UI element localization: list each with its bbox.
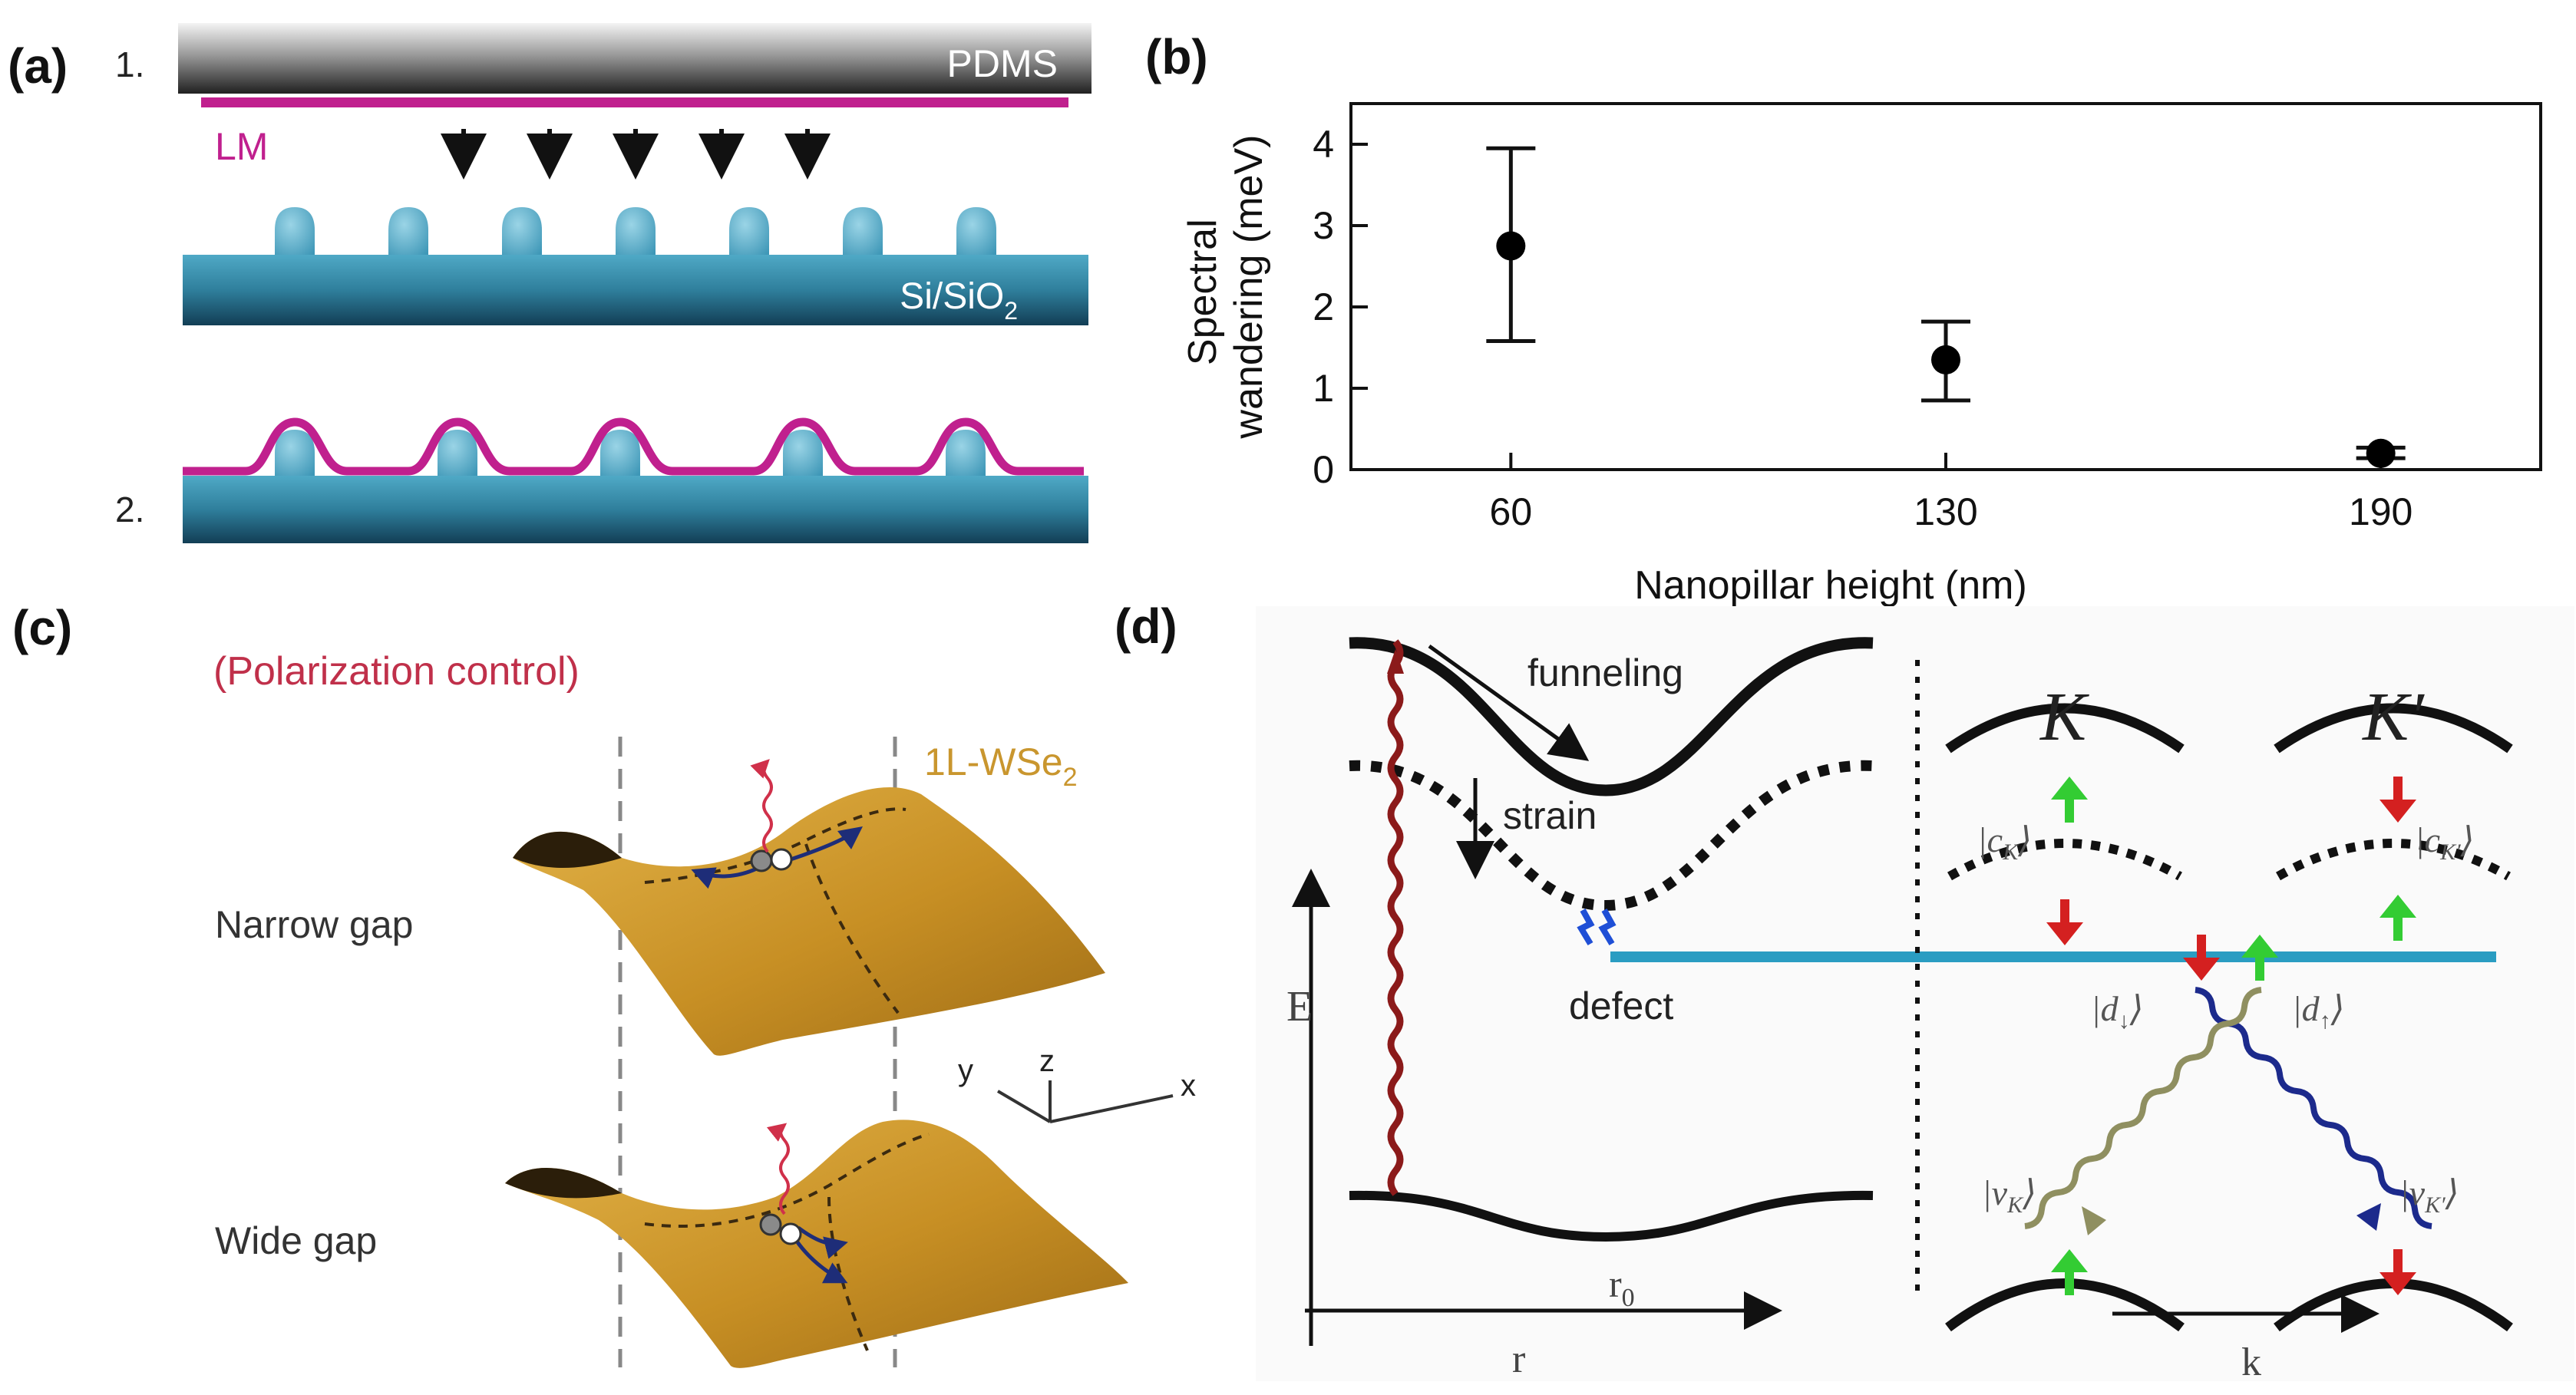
funneling-arrow (1428, 644, 1590, 761)
pillars-step-2 (275, 430, 986, 477)
panel-a: (a) 1. PDMS LM Si/SiO2 2. (8, 23, 1091, 543)
panel-c-label: (c) (12, 600, 72, 655)
pillars-step-1 (275, 207, 996, 257)
ket-d-down: |d↓⟩ (2091, 989, 2144, 1034)
y-tick-label: 4 (1313, 123, 1334, 166)
wide-gap-surface (505, 1120, 1128, 1368)
pdms-block (178, 23, 1091, 94)
data-point (1496, 231, 1526, 261)
y-tick-label: 2 (1313, 285, 1334, 328)
narrow-gap-label: Narrow gap (215, 903, 413, 946)
ket-vK: |vK⟩ (1982, 1173, 2036, 1218)
x-axis-label: Nanopillar height (nm) (1634, 563, 2027, 608)
spin-arrows (2046, 777, 2416, 1295)
pdms-label: PDMS (947, 42, 1058, 85)
lm-layer (201, 97, 1068, 107)
substrate-label: Si/SiO2 (900, 276, 1018, 325)
valley-Kp-label: K′ (2361, 679, 2425, 755)
ket-cK: |cK⟩ (1977, 820, 2032, 865)
x-tick-label: 190 (2349, 490, 2413, 533)
photon-emission-narrow (750, 759, 773, 853)
funneling-label: funneling (1527, 651, 1683, 694)
lm-conformed-layer (183, 417, 1084, 476)
conduction-band-curve (1349, 637, 1874, 796)
panel-d: (d) E r r0 funneling strain defect K K′ (1115, 599, 2574, 1384)
strained-band-curve (1349, 760, 1874, 912)
lm-label: LM (215, 125, 268, 168)
chart-frame (1349, 102, 2542, 471)
position-axis-label: r (1512, 1337, 1525, 1381)
data-point (2366, 438, 2396, 468)
k-strained-band (1947, 839, 2182, 881)
emission-photon-Kp (2195, 987, 2432, 1229)
panel-b-label: (b) (1145, 29, 1208, 84)
valley-K-label: K (2039, 679, 2089, 755)
excitation-photon (1387, 639, 1404, 1196)
x-ticks: 60 130 190 (1490, 453, 2413, 533)
axis-y-label: y (958, 1054, 973, 1087)
ket-cKp: |cK′⟩ (2415, 820, 2475, 865)
step-1-label: 1. (115, 45, 144, 84)
x-tick-label: 130 (1914, 490, 1977, 533)
step-2-label: 2. (115, 490, 144, 529)
r0-label: r0 (1609, 1262, 1635, 1312)
y-tick-label: 1 (1313, 367, 1334, 410)
data-point (1931, 345, 1960, 374)
strain-label: strain (1503, 794, 1597, 837)
x-tick-label: 60 (1490, 490, 1533, 533)
polarization-control-label: (Polarization control) (213, 649, 580, 694)
substrate-step-1 (183, 255, 1088, 325)
k-conduction-band (1945, 703, 2185, 754)
emission-photon-K (2024, 987, 2262, 1229)
data-points (1486, 146, 2406, 468)
panel-d-label: (d) (1115, 599, 1177, 654)
material-label: 1L-WSe2 (924, 740, 1078, 792)
defect-label: defect (1569, 984, 1673, 1027)
wide-gap-label: Wide gap (215, 1219, 377, 1262)
narrow-gap-surface (513, 759, 1105, 1056)
photon-emission-wide (766, 1123, 790, 1215)
y-ticks: 0 1 2 3 4 (1313, 123, 1368, 491)
axis-x-label: x (1181, 1069, 1196, 1103)
defect-capture-arrows (1577, 909, 1617, 946)
coordinate-axes (996, 1080, 1174, 1123)
ket-d-up: |d↑⟩ (2292, 989, 2345, 1034)
press-arrows (441, 129, 831, 180)
y-tick-label: 3 (1313, 204, 1334, 247)
energy-axis-label: E (1286, 983, 1313, 1031)
valence-band-curve (1349, 1190, 1874, 1242)
ket-vKp: |vK′⟩ (2399, 1173, 2459, 1218)
panel-a-label: (a) (8, 38, 68, 94)
axis-z-label: z (1039, 1044, 1055, 1078)
y-tick-label: 0 (1313, 448, 1334, 491)
kp-strained-band (2276, 839, 2511, 881)
kp-conduction-band (2274, 703, 2513, 754)
y-axis-label: Spectral wandering (meV) (1181, 135, 1271, 440)
substrate-step-2 (183, 476, 1088, 543)
panel-c: (c) (Polarization control) 1L-WSe2 Narro… (12, 600, 1196, 1368)
momentum-axis-label: k (2241, 1341, 2261, 1384)
panel-b: (b) 0 1 2 3 4 60 130 190 Spectral wandering (m… (1145, 29, 2542, 608)
